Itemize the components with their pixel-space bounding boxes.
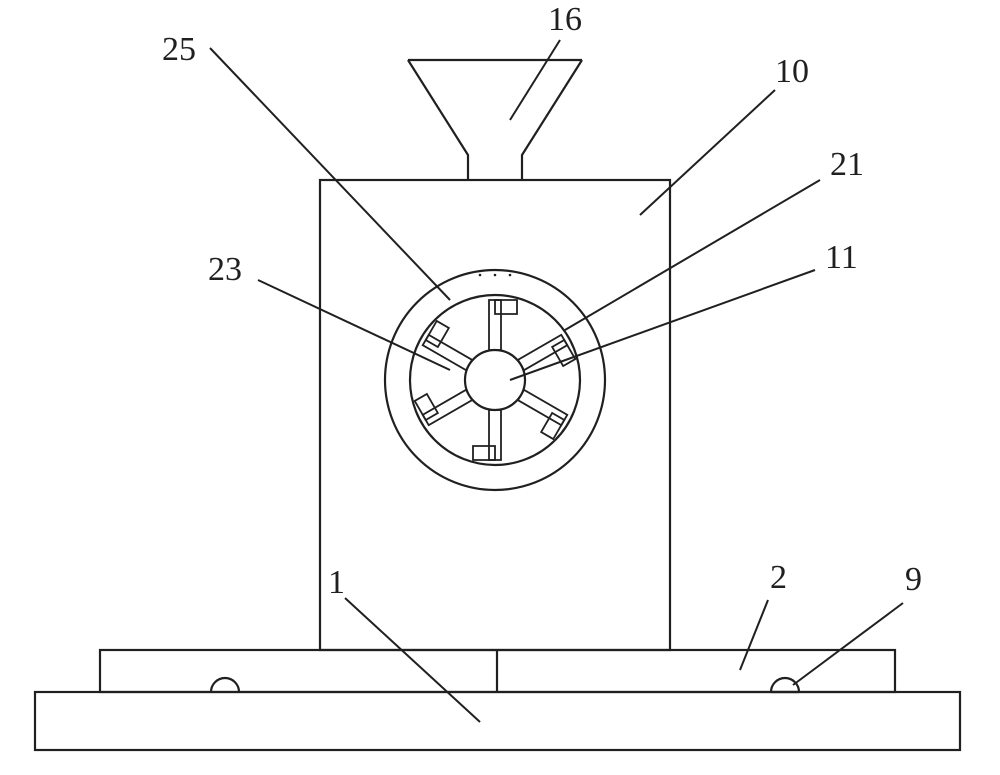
leader-23 [258,280,450,370]
roller-0 [211,678,239,692]
blade-arm-2 [518,390,567,425]
perforation-dot-0 [479,274,482,277]
label-23: 23 [208,251,242,288]
leader-10 [640,90,775,215]
diagram-root: 1 2 9 10 11 16 21 23 25 [0,0,1000,775]
rotor-hub [465,350,525,410]
roller-1 [771,678,799,692]
rotor-blades [415,300,576,460]
rotor-cavity [410,295,580,465]
label-11: 11 [825,239,858,276]
blade-arm-4 [423,390,472,425]
perforation-dot-1 [494,274,497,277]
blade-hammer-3 [473,446,495,460]
blade-arm-1 [518,335,567,370]
label-21: 21 [830,146,864,183]
label-9: 9 [905,561,922,598]
label-2: 2 [770,559,787,596]
blade-hammer-0 [495,300,517,314]
label-10: 10 [775,53,809,90]
machine-body [320,180,670,650]
leader-21 [565,180,820,330]
label-25: 25 [162,31,196,68]
label-1: 1 [328,564,345,601]
funnel-outline [408,60,582,180]
blade-arm-5 [423,335,472,370]
leader-9 [793,603,903,685]
base-lower [35,692,960,750]
leader-1 [345,598,480,722]
leader-25 [210,48,450,300]
leader-2 [740,600,768,670]
label-16: 16 [548,1,582,38]
leader-11 [510,270,815,380]
perforation-dot-2 [509,274,512,277]
